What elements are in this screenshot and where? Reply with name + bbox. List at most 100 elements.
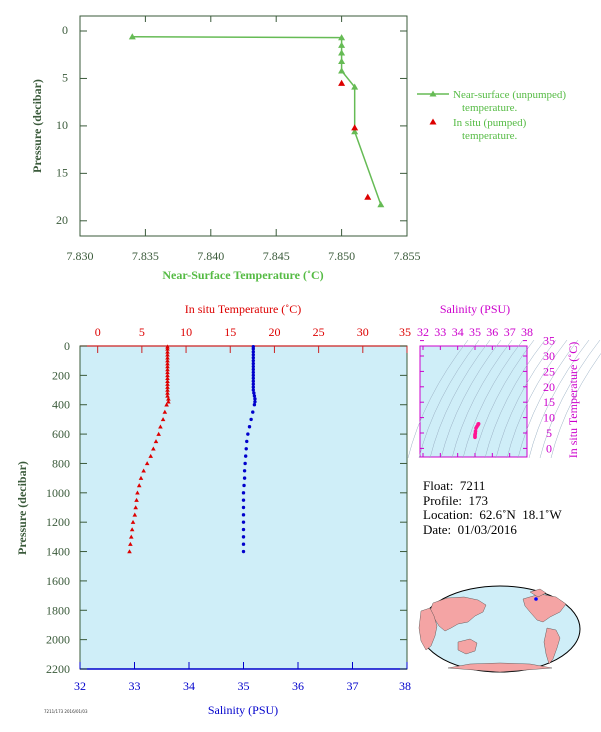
salinity-point xyxy=(241,505,246,510)
salinity-point xyxy=(251,353,256,357)
temperature-point xyxy=(129,527,135,532)
top-x-tick-label: 7.840 xyxy=(197,249,224,263)
salinity-tick-label: 37 xyxy=(347,679,359,693)
unpumped-temperature-point xyxy=(351,83,359,90)
top-y-tick-labels: 0 5 10 15 20 xyxy=(56,23,68,227)
pressure-tick-label: 0 xyxy=(64,339,70,353)
salinity-point xyxy=(251,350,256,354)
top-plot-frame xyxy=(79,15,408,237)
temperature-point xyxy=(165,346,170,351)
land-europe-africa xyxy=(418,607,438,651)
temperature-point xyxy=(151,446,156,451)
temperature-point xyxy=(156,431,161,436)
ts-y-tick-label: 0 xyxy=(546,441,552,455)
density-contour xyxy=(484,339,546,459)
legend-marker-pumped xyxy=(429,118,437,125)
salinity-point xyxy=(251,364,256,369)
profile-chart: 0 5 10 15 20 25 30 35 In situ Temperatur… xyxy=(15,302,411,717)
temperature-point xyxy=(165,387,170,392)
salinity-point xyxy=(251,370,256,375)
temperature-point xyxy=(165,364,170,369)
ts-y-tick-label: 15 xyxy=(543,395,555,409)
salinity-point xyxy=(253,397,257,401)
salinity-point xyxy=(249,417,253,422)
ts-x-tick-label: 37 xyxy=(504,325,516,339)
ts-x-tick-label: 35 xyxy=(469,325,481,339)
temperature-point xyxy=(165,384,170,389)
top-tick-marks xyxy=(79,16,408,236)
temperature-point xyxy=(166,396,171,401)
salinity-tick-label: 36 xyxy=(292,679,304,693)
salinity-tick-label: 38 xyxy=(399,679,411,693)
salinity-point xyxy=(251,361,256,366)
temp-tick-label: 35 xyxy=(399,325,411,339)
ts-y-tick-label: 30 xyxy=(543,349,555,363)
top-y-tick-label: 15 xyxy=(56,165,68,179)
density-contour xyxy=(429,339,491,459)
salinity-point xyxy=(251,347,256,351)
salinity-point xyxy=(251,385,256,389)
ts-point xyxy=(474,426,478,430)
float-location: Location: 62.6˚N 18.1˚W xyxy=(423,507,562,522)
land-asia xyxy=(429,596,487,632)
top-y-tick-label: 5 xyxy=(62,71,68,85)
bottom-salinity-axis-title: Salinity (PSU) xyxy=(208,703,278,717)
salinity-point xyxy=(242,483,246,488)
ts-diagram: 32 33 34 35 36 37 38 Salinity (PSU) 0 5 … xyxy=(407,302,601,459)
top-x-tick-label: 7.835 xyxy=(132,249,159,263)
top-x-tick-labels: 7.830 7.835 7.840 7.845 7.850 7.855 xyxy=(67,249,421,263)
top-x-tick-label: 7.855 xyxy=(394,249,421,263)
pressure-tick-label: 1800 xyxy=(46,603,70,617)
salinity-point xyxy=(251,382,256,386)
profile-date: Date: 01/03/2016 xyxy=(423,521,517,537)
salinity-point xyxy=(242,469,247,473)
unpumped-temperature-point xyxy=(338,67,346,74)
salinity-point xyxy=(251,376,256,380)
pressure-tick-label: 800 xyxy=(52,457,70,471)
salinity-point xyxy=(241,491,246,495)
temperature-point xyxy=(158,424,163,429)
temperature-point xyxy=(153,439,159,444)
temperature-point xyxy=(165,361,170,366)
top-chart: 7.830 7.835 7.840 7.845 7.850 7.855 0 5 … xyxy=(30,15,566,282)
profile-tick-marks xyxy=(79,345,408,670)
land-s-america xyxy=(543,627,561,665)
temperature-point xyxy=(165,393,170,398)
map-landmasses xyxy=(418,588,567,673)
temperature-point xyxy=(165,381,170,386)
temp-tick-label: 5 xyxy=(139,325,145,339)
ts-x-axis-title: Salinity (PSU) xyxy=(440,302,510,316)
pressure-tick-labels: 0 200 400 600 800 1000 1200 1400 1600 18… xyxy=(46,339,70,676)
temperature-point xyxy=(138,475,144,480)
temperature-point xyxy=(136,483,142,488)
profile-number: Profile: 173 xyxy=(423,492,488,508)
salinity-point xyxy=(244,447,248,451)
land-antarctica xyxy=(447,662,553,673)
density-contour xyxy=(528,339,590,459)
top-chart-marks xyxy=(128,33,385,208)
float-id: Float: 7211 xyxy=(423,478,486,493)
temperature-point xyxy=(166,399,171,404)
world-map xyxy=(418,585,581,673)
ts-x-tick-label: 34 xyxy=(452,325,464,339)
salinity-point xyxy=(241,542,246,546)
land-n-america xyxy=(522,593,567,623)
ts-y-tick-label: 10 xyxy=(543,411,555,425)
temperature-point xyxy=(141,468,146,473)
temperature-point xyxy=(165,370,170,375)
ts-y-tick-label: 20 xyxy=(543,380,555,394)
pressure-tick-label: 200 xyxy=(52,368,70,382)
pressure-tick-label: 1200 xyxy=(46,515,70,529)
density-contour xyxy=(407,339,469,459)
ts-point xyxy=(473,435,477,440)
top-y-tick-label: 0 xyxy=(62,23,68,37)
temp-tick-label: 15 xyxy=(224,325,236,339)
ts-points xyxy=(473,421,481,440)
salinity-point xyxy=(246,432,250,436)
salinity-point xyxy=(241,549,246,554)
temperature-point xyxy=(134,497,139,502)
temperature-point xyxy=(165,349,170,354)
salinity-point xyxy=(251,373,256,378)
top-y-axis-title: Pressure (decibar) xyxy=(30,79,44,173)
